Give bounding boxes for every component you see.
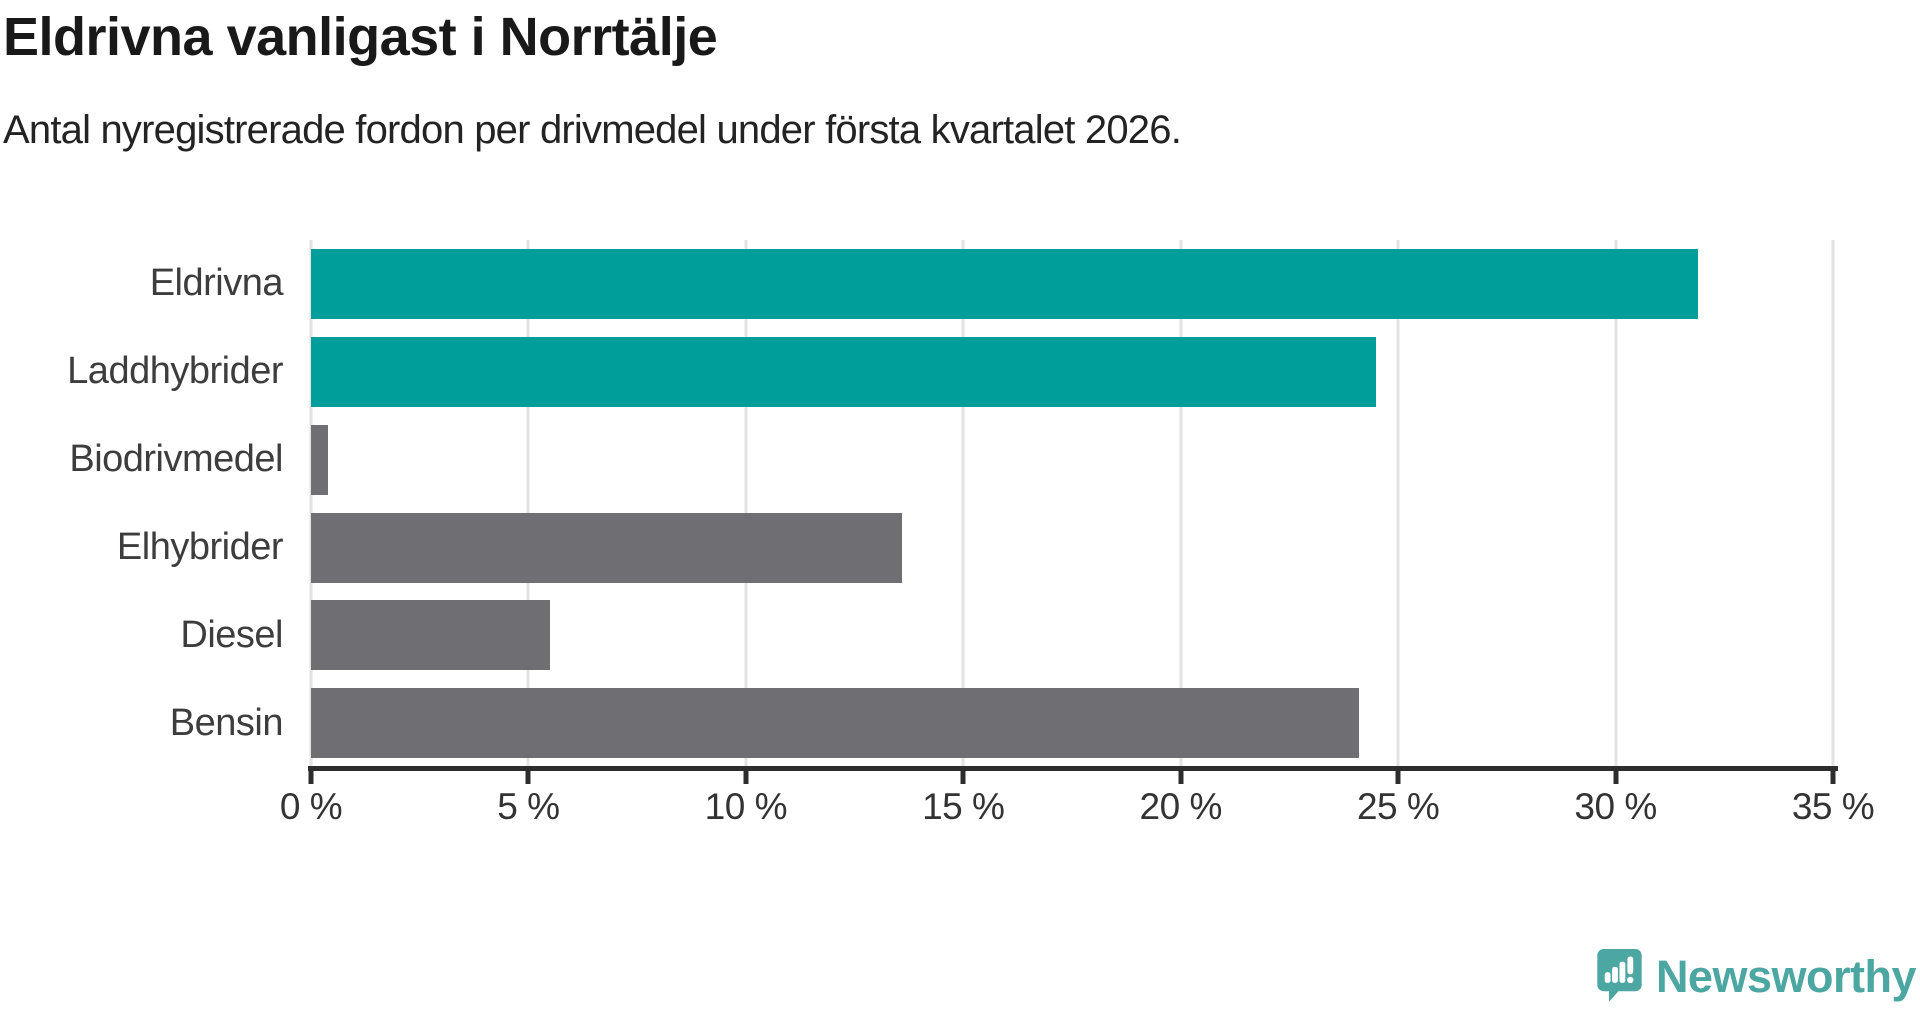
newsworthy-logo-icon: [1597, 949, 1642, 1002]
chart-subtitle: Antal nyregistrerade fordon per drivmede…: [3, 108, 1182, 152]
bar-row-elhybrider: [311, 504, 1833, 592]
tick-mark-20: [1178, 771, 1184, 784]
bar-row-bensin: [311, 679, 1833, 767]
bar-elhybrider: [311, 512, 903, 583]
bar-row-biodrivmedel: [311, 416, 1833, 504]
category-label-biodrivmedel: Biodrivmedel: [69, 438, 283, 481]
bar-eldrivna: [311, 249, 1699, 319]
bar-row-eldrivna: [311, 240, 1833, 328]
newsworthy-branding: Newsworthy: [1596, 948, 1917, 1005]
tick-label-15: 15 %: [922, 786, 1005, 827]
gridline-25: [1396, 240, 1400, 767]
tick-mark-10: [743, 771, 749, 784]
gridline-30: [1614, 240, 1618, 767]
gridline-0: [309, 240, 313, 767]
tick-label-5: 5 %: [497, 786, 560, 827]
category-label-eldrivna: Eldrivna: [149, 262, 284, 305]
newsworthy-wordmark: Newsworthy: [1655, 950, 1917, 1002]
tick-label-30: 30 %: [1574, 786, 1657, 827]
gridline-10: [744, 240, 748, 767]
bar-biodrivmedel: [311, 424, 329, 495]
tick-label-25: 25 %: [1356, 786, 1440, 827]
category-label-bensin: Bensin: [169, 701, 284, 744]
bar-laddhybrider: [311, 336, 1377, 407]
category-label-diesel: Diesel: [180, 613, 283, 656]
bar-diesel: [311, 600, 551, 671]
tick-label-35: 35 %: [1791, 786, 1875, 827]
tick-mark-15: [960, 771, 966, 784]
bar-row-laddhybrider: [311, 328, 1833, 416]
gridline-20: [1179, 240, 1183, 767]
gridline-15: [961, 240, 965, 767]
tick-mark-30: [1613, 771, 1619, 784]
bar-row-diesel: [311, 591, 1833, 679]
tick-mark-25: [1395, 771, 1401, 784]
x-axis-line: [308, 766, 1838, 771]
tick-mark-35: [1830, 771, 1836, 784]
category-label-laddhybrider: Laddhybrider: [67, 350, 283, 393]
gridline-35: [1831, 240, 1835, 767]
tick-mark-5: [525, 771, 531, 784]
gridline-5: [526, 240, 530, 767]
chart-title: Eldrivna vanligast i Norrtälje: [3, 7, 718, 67]
tick-label-10: 10 %: [704, 786, 788, 827]
category-label-elhybrider: Elhybrider: [116, 525, 284, 568]
plot-area: [309, 240, 1835, 767]
bar-bensin: [311, 688, 1359, 759]
tick-label-0: 0 %: [279, 786, 343, 827]
tick-mark-0: [308, 771, 314, 784]
tick-label-20: 20 %: [1139, 786, 1223, 827]
